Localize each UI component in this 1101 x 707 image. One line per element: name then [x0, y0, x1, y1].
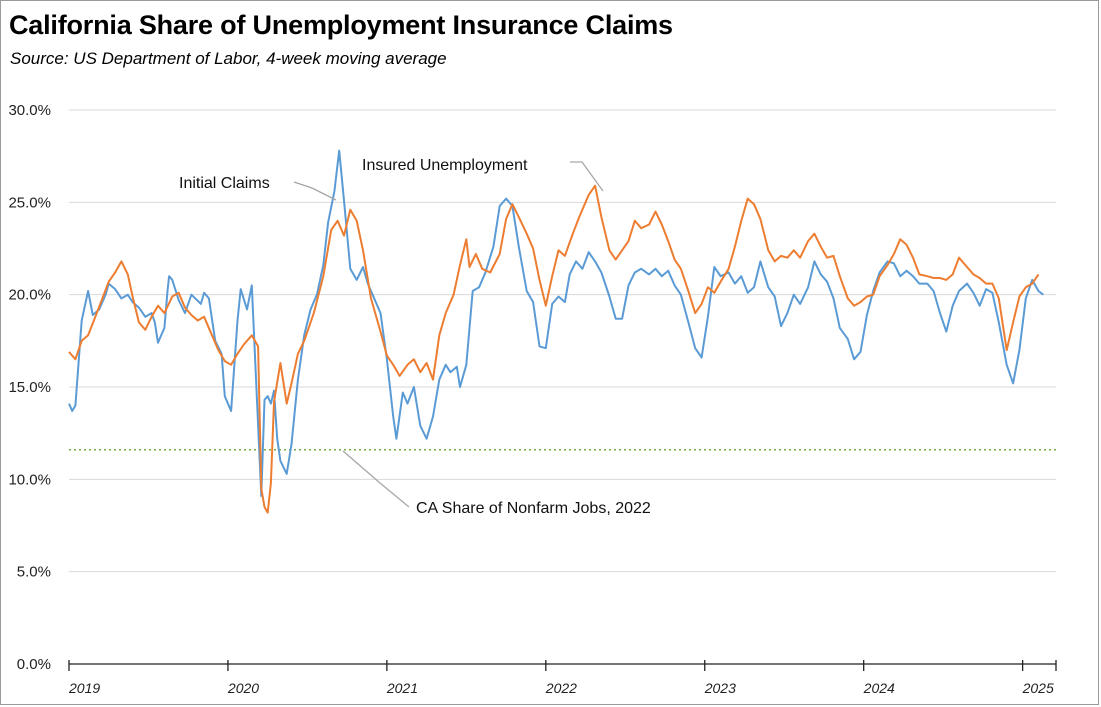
x-tick-label: 2021 [386, 680, 418, 696]
x-tick-label: 2019 [68, 680, 100, 696]
x-tick-label: 2025 [1022, 680, 1054, 696]
annotation-insured-unemployment: Insured Unemployment [362, 157, 528, 174]
x-tick-label: 2024 [863, 680, 895, 696]
chart-title: California Share of Unemployment Insuran… [9, 10, 673, 40]
x-tick-label: 2023 [704, 680, 736, 696]
gridlines [69, 109, 1056, 573]
annotation-nonfarm-share-leader [342, 450, 410, 508]
x-tick-label: 2020 [227, 680, 259, 696]
chart-subtitle: Source: US Department of Labor, 4-week m… [10, 49, 447, 68]
x-tick-label: 2022 [545, 680, 577, 696]
annotation-insured-unemployment-leader [570, 161, 604, 192]
y-tick-label: 25.0% [8, 194, 51, 211]
y-tick-label: 10.0% [8, 471, 51, 488]
annotation-nonfarm-share: CA Share of Nonfarm Jobs, 2022 [416, 500, 651, 517]
annotations: Initial Claims Insured Unemployment CA Sha… [179, 157, 651, 517]
insured-unemployment-line [68, 184, 1040, 514]
y-tick-label: 20.0% [8, 287, 51, 304]
y-tick-label: 0.0% [17, 656, 51, 673]
y-tick-label: 30.0% [8, 102, 51, 119]
annotation-initial-claims-leader [293, 181, 337, 201]
y-tick-label: 5.0% [17, 564, 51, 581]
annotation-initial-claims: Initial Claims [179, 175, 270, 192]
y-tick-label: 15.0% [8, 379, 51, 396]
x-axis: 2019 2020 2021 2022 2023 2024 2025 [68, 660, 1057, 696]
series-lines [68, 149, 1044, 514]
y-axis-ticks: 0.0% 5.0% 10.0% 15.0% 20.0% 25.0% 30.0% [8, 102, 51, 673]
